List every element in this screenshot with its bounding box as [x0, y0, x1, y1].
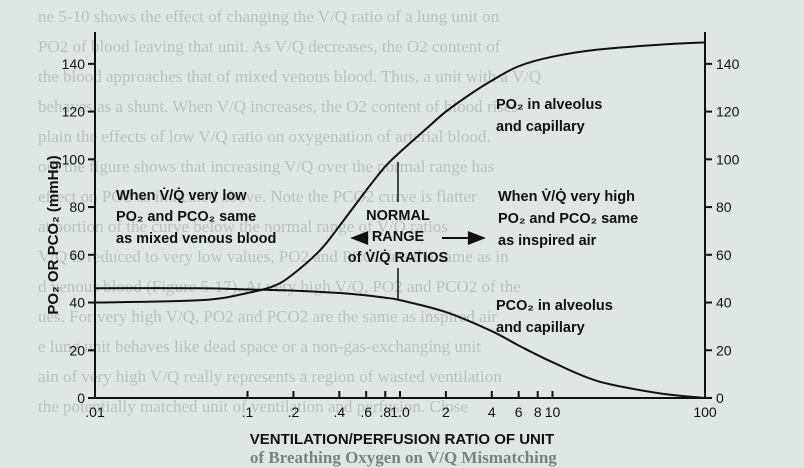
x-tick-label: .01 [85, 404, 105, 420]
background-text-line: PO2 of blood leaving that unit. As V/Q d… [38, 37, 501, 56]
y-tick-label-left: 40 [69, 295, 85, 311]
x-tick-label: .4 [333, 404, 345, 420]
pco2-label-line-1: PCO₂ in alveolus [496, 298, 613, 314]
pco2-label-line-2: and capillary [496, 320, 585, 336]
background-text-line: d venous blood (Figure 5-17). At very hi… [38, 277, 521, 296]
x-tick-label: .2 [288, 404, 300, 420]
annotation-right-line-1: When V̇/Q̇ very high [498, 188, 635, 205]
y-tick-label-left: 60 [69, 247, 85, 263]
x-tick-label: 100 [693, 404, 717, 420]
y-axis-ticks: 0 0 20 20 40 40 60 60 80 80 100 100 120 120 140 140 [62, 56, 740, 406]
y-tick-label-right: 60 [716, 247, 732, 263]
x-tick-label: .8 [379, 404, 391, 420]
y-tick-label-left: 80 [69, 199, 85, 215]
background-page-text: ne 5-10 shows the effect of changing the… [38, 7, 541, 416]
annotation-center-line-1: NORMAL [366, 208, 430, 224]
x-tick-label: 4 [488, 404, 496, 420]
y-tick-label-right: 100 [716, 151, 740, 167]
range-arrow-left-head [350, 231, 369, 245]
background-text-line: the potentially matched unit of ventilat… [38, 397, 468, 416]
annotation-left: When V̇/Q̇ very low PO₂ and PCO₂ same as… [116, 187, 276, 247]
background-text-line: behaves as a shunt. When V/Q increases, … [38, 97, 518, 116]
annotation-right: When V̇/Q̇ very high PO₂ and PCO₂ same a… [498, 188, 638, 249]
x-tick-label: 6 [515, 404, 523, 420]
x-axis-label: VENTILATION/PERFUSION RATIO OF UNIT [250, 431, 554, 448]
y-tick-label-right: 20 [716, 342, 732, 358]
y-tick-label-left: 0 [77, 390, 85, 406]
y-tick-label-left: 20 [69, 342, 85, 358]
background-text-line: e lung unit behaves like dead space or a… [38, 337, 481, 356]
x-axis-ticks: .01 .1 .2 .4 .6 .8 1.0 2 4 6 8 10 100 [85, 391, 717, 420]
normal-range-arrows [350, 162, 486, 300]
y-tick-label-right: 0 [716, 390, 724, 406]
annotation-left-line-1: When V̇/Q̇ very low [116, 187, 247, 204]
background-text-line: effect on PO2 as indicated above. Note t… [38, 187, 477, 206]
annotation-center: NORMAL RANGE of V̇/Q̇ RATIOS [348, 208, 449, 266]
background-text-line: the blood approaches that of mixed venou… [38, 67, 541, 86]
background-text-line: ues. For very high V/Q, PO2 and PCO2 are… [38, 307, 497, 326]
background-text-line: ne 5-10 shows the effect of changing the… [38, 7, 500, 26]
y-tick-label-left: 120 [62, 104, 86, 120]
background-text-line: out the figure shows that increasing V/Q… [38, 157, 494, 176]
y-axis-label: PO₂ OR PCO₂ (mmHg) [45, 155, 62, 314]
y-tick-label-right: 80 [716, 199, 732, 215]
x-tick-label: 10 [545, 404, 561, 420]
background-text-line: V/Q is reduced to very low values, PO2 a… [38, 247, 509, 266]
po2-label-line-2: and capillary [496, 119, 585, 135]
x-tick-label: 8 [534, 404, 542, 420]
background-text-line: plain the effects of low V/Q ratio on ox… [38, 127, 491, 146]
y-tick-label-right: 120 [716, 104, 740, 120]
x-tick-label: .1 [242, 404, 254, 420]
x-tick-label: 1.0 [390, 404, 410, 420]
po2-label-line-1: PO₂ in alveolus [496, 97, 602, 113]
y-tick-label-right: 40 [716, 295, 732, 311]
bottom-caption: of Breathing Oxygen on V/Q Mismatching [250, 448, 557, 467]
annotation-right-line-3: as inspired air [498, 233, 597, 249]
y-tick-label-right: 140 [716, 56, 740, 72]
annotation-left-line-3: as mixed venous blood [116, 231, 276, 247]
background-text-line: ain of very high V/Q really represents a… [38, 367, 502, 386]
po2-curve [94, 41, 706, 304]
annotation-right-line-2: PO₂ and PCO₂ same [498, 211, 638, 227]
pco2-curve-label: PCO₂ in alveolus and capillary [496, 298, 613, 336]
annotation-center-line-2: RANGE [372, 229, 425, 245]
annotation-center-line-3: of V̇/Q̇ RATIOS [348, 249, 449, 266]
range-arrow-right-head [467, 231, 486, 245]
x-tick-label: .6 [360, 404, 372, 420]
y-tick-label-left: 140 [62, 56, 86, 72]
x-tick-label: 2 [442, 404, 450, 420]
background-text-line: at portion of the curve below the normal… [38, 217, 448, 236]
po2-curve-label: PO₂ in alveolus and capillary [496, 97, 602, 135]
annotation-left-line-2: PO₂ and PCO₂ same [116, 209, 256, 225]
y-tick-label-left: 100 [62, 151, 86, 167]
